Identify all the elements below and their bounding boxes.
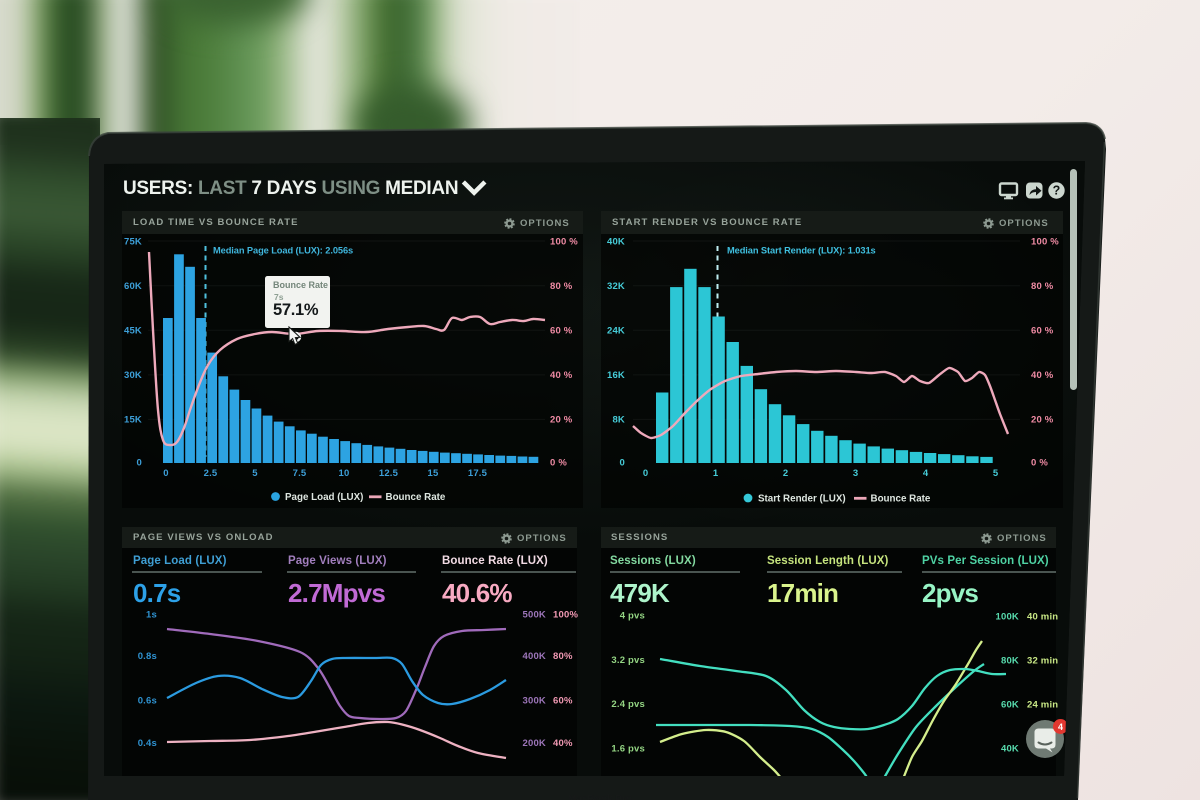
svg-text:400K: 400K bbox=[522, 651, 546, 662]
svg-text:8K: 8K bbox=[612, 415, 625, 426]
svg-text:200K: 200K bbox=[522, 738, 546, 749]
svg-text:30K: 30K bbox=[124, 370, 142, 381]
svg-text:32 min: 32 min bbox=[1027, 655, 1058, 666]
svg-text:12.5: 12.5 bbox=[379, 468, 399, 479]
svg-text:4: 4 bbox=[923, 468, 929, 479]
svg-text:1.6 pvs: 1.6 pvs bbox=[611, 743, 645, 754]
svg-text:300K: 300K bbox=[522, 695, 546, 706]
svg-text:3: 3 bbox=[853, 468, 858, 479]
svg-text:40 %: 40 % bbox=[1031, 370, 1054, 381]
svg-text:80%: 80% bbox=[553, 651, 573, 662]
svg-text:Start Render (LUX): Start Render (LUX) bbox=[758, 494, 846, 505]
svg-text:80 %: 80 % bbox=[550, 281, 573, 292]
svg-text:5: 5 bbox=[993, 468, 999, 479]
svg-text:15K: 15K bbox=[124, 415, 142, 426]
svg-text:16K: 16K bbox=[607, 370, 625, 381]
svg-text:Median Page Load (LUX): 2.056s: Median Page Load (LUX): 2.056s bbox=[213, 246, 353, 256]
svg-text:500K: 500K bbox=[522, 609, 546, 620]
svg-text:Bounce Rate: Bounce Rate bbox=[871, 494, 931, 505]
svg-text:Bounce Rate: Bounce Rate bbox=[386, 492, 446, 503]
svg-text:60 %: 60 % bbox=[1031, 326, 1054, 337]
svg-text:80K: 80K bbox=[1001, 655, 1019, 666]
svg-text:100K: 100K bbox=[995, 611, 1019, 622]
svg-text:40 min: 40 min bbox=[1027, 611, 1058, 622]
svg-text:15: 15 bbox=[428, 468, 439, 479]
svg-text:60K: 60K bbox=[124, 281, 142, 292]
svg-text:2.4 pvs: 2.4 pvs bbox=[611, 699, 645, 710]
svg-text:100 %: 100 % bbox=[1031, 236, 1059, 247]
svg-text:24 min: 24 min bbox=[1027, 699, 1058, 710]
svg-text:40%: 40% bbox=[553, 738, 573, 749]
svg-text:Page Load (LUX): Page Load (LUX) bbox=[285, 492, 363, 503]
svg-text:2.5: 2.5 bbox=[204, 468, 218, 479]
svg-text:?: ? bbox=[1053, 184, 1061, 198]
svg-text:40K: 40K bbox=[607, 236, 625, 247]
svg-text:20 %: 20 % bbox=[550, 415, 573, 426]
svg-text:75K: 75K bbox=[124, 236, 142, 247]
svg-text:100%: 100% bbox=[553, 609, 578, 620]
svg-text:20 %: 20 % bbox=[1031, 415, 1054, 426]
svg-text:0: 0 bbox=[137, 457, 142, 468]
svg-text:Median Start Render (LUX): 1.0: Median Start Render (LUX): 1.031s bbox=[727, 246, 876, 256]
svg-text:32K: 32K bbox=[607, 281, 625, 292]
svg-text:0.6s: 0.6s bbox=[138, 695, 157, 706]
svg-text:3.2 pvs: 3.2 pvs bbox=[611, 655, 645, 666]
svg-text:0.8s: 0.8s bbox=[138, 651, 157, 662]
svg-text:100 %: 100 % bbox=[550, 236, 578, 247]
svg-text:80 %: 80 % bbox=[1031, 281, 1054, 292]
svg-text:17.5: 17.5 bbox=[468, 468, 488, 479]
svg-text:2: 2 bbox=[783, 468, 788, 479]
svg-text:4 pvs: 4 pvs bbox=[620, 610, 645, 621]
svg-text:10: 10 bbox=[339, 468, 350, 479]
svg-text:0 %: 0 % bbox=[550, 457, 567, 468]
svg-text:0 %: 0 % bbox=[1031, 457, 1048, 468]
svg-text:0: 0 bbox=[620, 457, 625, 468]
svg-text:0.4s: 0.4s bbox=[138, 738, 157, 749]
svg-text:24K: 24K bbox=[607, 326, 625, 337]
svg-text:40K: 40K bbox=[1001, 743, 1019, 754]
svg-text:7.5: 7.5 bbox=[293, 468, 307, 479]
svg-text:45K: 45K bbox=[124, 326, 142, 337]
svg-text:40 %: 40 % bbox=[550, 370, 573, 381]
svg-text:5: 5 bbox=[252, 468, 258, 479]
svg-text:0: 0 bbox=[643, 468, 648, 479]
svg-text:60 %: 60 % bbox=[550, 326, 573, 337]
svg-text:1s: 1s bbox=[146, 609, 157, 620]
svg-text:60K: 60K bbox=[1001, 699, 1019, 710]
svg-text:60%: 60% bbox=[553, 695, 573, 706]
svg-text:1: 1 bbox=[713, 468, 719, 479]
svg-text:MacBook Pro: MacBook Pro bbox=[568, 794, 632, 800]
svg-text:0: 0 bbox=[163, 468, 168, 479]
